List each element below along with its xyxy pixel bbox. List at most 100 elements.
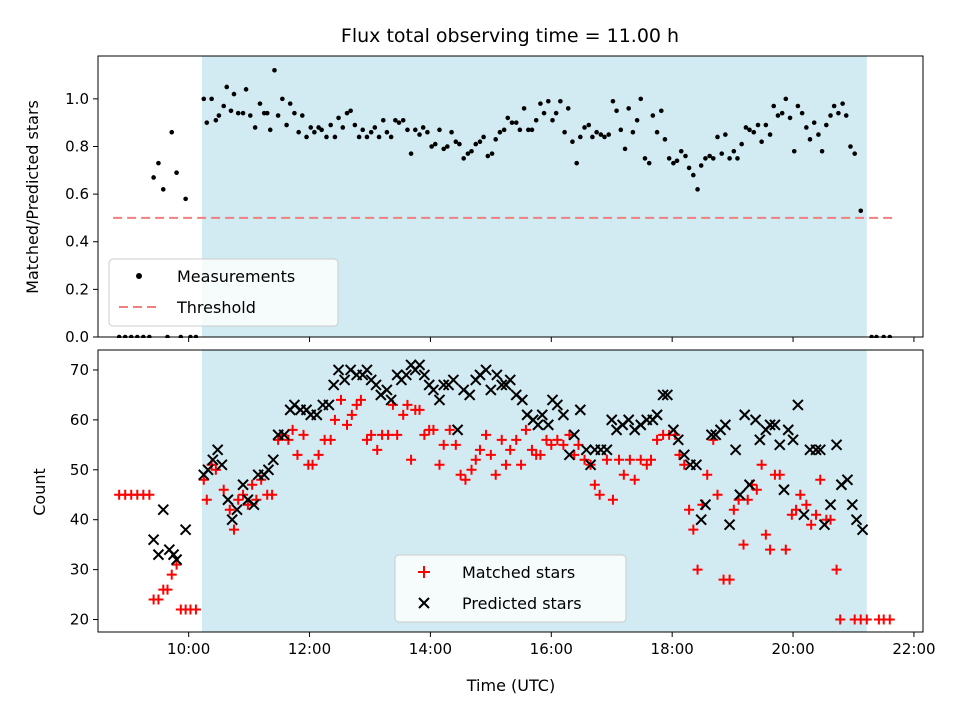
legend-matched-marker [418, 566, 430, 578]
matched-stars-point [684, 504, 695, 515]
predicted-stars-point [743, 479, 756, 491]
predicted-stars-point [690, 459, 703, 471]
y-tick-label: 0.4 [65, 233, 89, 251]
measurement-point [509, 120, 515, 125]
predicted-stars-point [850, 513, 863, 526]
matched-stars-point [831, 564, 842, 575]
measurement-point [606, 132, 612, 137]
measurement-point [658, 108, 664, 114]
matched-stars-point [474, 444, 485, 455]
matched-stars-point [428, 424, 439, 435]
measurement-point [727, 156, 732, 161]
legend-threshold-label: Threshold [176, 298, 256, 317]
top-panel: 0.0 0.2 0.4 0.6 0.8 1.0 Matched/Predicted sta… [23, 55, 924, 346]
matched-stars-point [607, 494, 618, 505]
measurement-point [517, 127, 523, 133]
predicted-stars-point [787, 434, 799, 446]
predicted-stars-point [400, 369, 412, 381]
x-tick-label: 22:00 [892, 640, 935, 658]
measurement-point [235, 110, 241, 116]
matched-stars-point [801, 499, 812, 510]
measurement-point [408, 151, 414, 156]
measurement-point [836, 110, 841, 116]
predicted-stars-point [723, 518, 736, 531]
predicted-stars-point [782, 424, 794, 436]
measurement-point [848, 144, 853, 149]
matched-stars-point [287, 424, 298, 435]
matched-stars-point [438, 439, 449, 450]
x-tick-label: 16:00 [530, 640, 573, 658]
measurement-point [582, 125, 587, 130]
measurement-point [336, 115, 341, 121]
measurement-point [272, 67, 277, 73]
predicted-stars-point [536, 409, 548, 421]
measurement-point [698, 163, 704, 168]
measurement-point [843, 113, 849, 118]
y-tick-label: 20 [70, 611, 89, 629]
measurement-point [457, 141, 462, 147]
matched-stars-point [242, 499, 253, 510]
y-tick-label: 70 [70, 361, 89, 379]
x-tick-label: 14:00 [409, 640, 452, 658]
matched-stars-point [679, 459, 690, 470]
predicted-stars-point [248, 499, 260, 511]
predicted-stars-point [574, 404, 587, 416]
predicted-stars-point [764, 419, 776, 431]
measurement-point [533, 117, 539, 123]
x-tick-label: 20:00 [771, 640, 814, 658]
measurement-point [739, 141, 744, 147]
matched-stars-point [402, 399, 413, 410]
measurement-point [481, 134, 486, 140]
bottom-x-axis: 10:00 12:00 14:00 16:00 18:00 20:00 22:00 [167, 632, 936, 658]
measurement-point [795, 103, 801, 109]
predicted-stars-point [778, 484, 790, 496]
matched-stars-point [674, 449, 685, 460]
predicted-stars-point [237, 479, 249, 491]
y-tick-label: 40 [70, 511, 89, 529]
measurement-point [691, 172, 696, 178]
measurement-point [598, 132, 604, 137]
matched-stars-point [712, 489, 723, 500]
legend-matched-label: Matched stars [462, 563, 575, 582]
measurement-point [763, 122, 769, 128]
predicted-stars-point [152, 548, 165, 561]
predicted-stars-point [734, 489, 746, 501]
matched-stars-point [224, 504, 235, 515]
measurement-point [380, 117, 386, 123]
matched-stars-point [372, 444, 383, 455]
matched-stars-point [738, 539, 749, 550]
predicted-stars-point [222, 494, 234, 506]
predicted-stars-point [202, 464, 214, 476]
measurement-point [779, 110, 785, 116]
matched-stars-point [861, 614, 872, 625]
measurement-point [719, 151, 725, 156]
x-axis-label: Time (UTC) [466, 676, 555, 695]
y-tick-label: 1.0 [65, 90, 89, 108]
measurement-point [312, 129, 317, 135]
measurement-point [393, 117, 398, 123]
predicted-stars-point [672, 434, 684, 446]
predicted-stars-point [207, 454, 219, 466]
matched-stars-point [505, 444, 516, 455]
predicted-stars-point [485, 384, 497, 396]
measurement-point [292, 110, 297, 116]
matched-stars-point [724, 574, 735, 585]
measurement-point [526, 127, 531, 133]
predicted-stars-point [695, 513, 707, 526]
matched-stars-point [329, 414, 340, 425]
matched-stars-point [455, 469, 466, 480]
matched-stars-point [884, 614, 895, 625]
measurement-point [654, 129, 660, 135]
predicted-stars-point [830, 439, 843, 451]
measurement-point [759, 139, 764, 145]
predicted-stars-point [427, 384, 440, 396]
matched-stars-point [564, 429, 575, 440]
matched-stars-point [392, 429, 403, 440]
matched-stars-point [247, 479, 258, 490]
measurement-point [816, 132, 821, 137]
measurement-point [368, 129, 374, 135]
measurement-point [634, 117, 640, 123]
measurement-point [429, 144, 434, 149]
measurement-point [441, 146, 447, 152]
